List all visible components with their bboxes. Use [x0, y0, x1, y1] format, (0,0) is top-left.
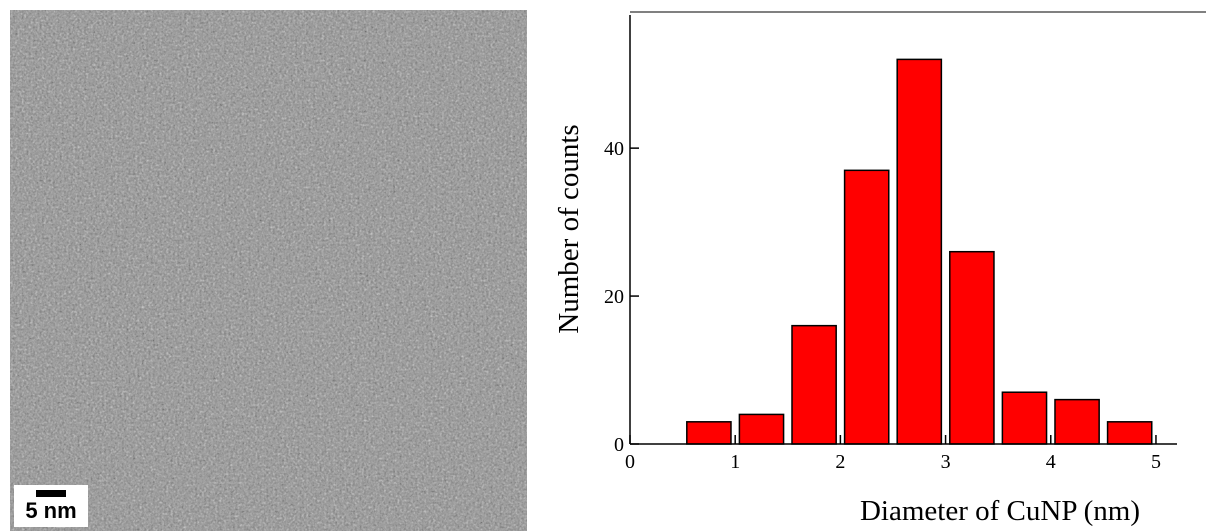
- scale-bar-label: 5 nm: [25, 498, 76, 523]
- bar: [1001, 391, 1048, 445]
- micrograph-texture: [10, 10, 527, 531]
- bar: [1106, 421, 1153, 445]
- y-tick-label: 40: [604, 138, 624, 160]
- micrograph: 5 nm: [10, 10, 527, 531]
- bar: [949, 250, 995, 445]
- x-tick-label: 1: [730, 451, 740, 473]
- y-tick-label: 20: [604, 286, 624, 308]
- chart: Diameter of CuNP (nm) Number of counts 0…: [553, 11, 1206, 527]
- bar: [1054, 398, 1100, 445]
- x-axis-label: Diameter of CuNP (nm): [860, 495, 1140, 527]
- x-tick-label: 3: [941, 451, 951, 473]
- x-tick-label: 2: [835, 451, 845, 473]
- y-tick-label: 0: [614, 434, 624, 456]
- x-tick-label: 0: [625, 451, 635, 473]
- x-tick-label: 5: [1151, 451, 1161, 473]
- bar: [686, 421, 732, 445]
- micrograph-tint: [10, 10, 527, 531]
- bar: [843, 169, 890, 445]
- bar: [738, 413, 785, 445]
- scale-bar: [36, 490, 66, 497]
- y-axis-label: Number of counts: [553, 124, 585, 333]
- bar: [896, 58, 943, 445]
- x-tick-label: 4: [1046, 451, 1056, 473]
- bar: [791, 324, 837, 445]
